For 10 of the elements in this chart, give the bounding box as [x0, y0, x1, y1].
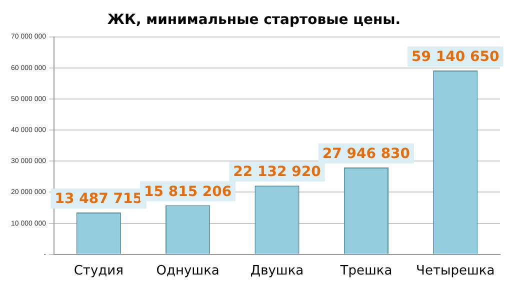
x-tick-label: Двушка [250, 264, 304, 279]
data-label: 59 140 650 [412, 49, 500, 66]
x-tick-label: Трешка [339, 264, 392, 279]
x-tick-label: Четырешка [416, 264, 495, 279]
data-label: 15 815 206 [144, 184, 232, 200]
chart-title: ЖК, минимальные стартовые цены. [107, 12, 401, 28]
x-tick-label: Студия [74, 264, 124, 279]
data-label: 22 132 920 [233, 164, 322, 180]
data-label: 27 946 830 [322, 146, 410, 162]
x-tick-label: Однушка [156, 264, 220, 279]
